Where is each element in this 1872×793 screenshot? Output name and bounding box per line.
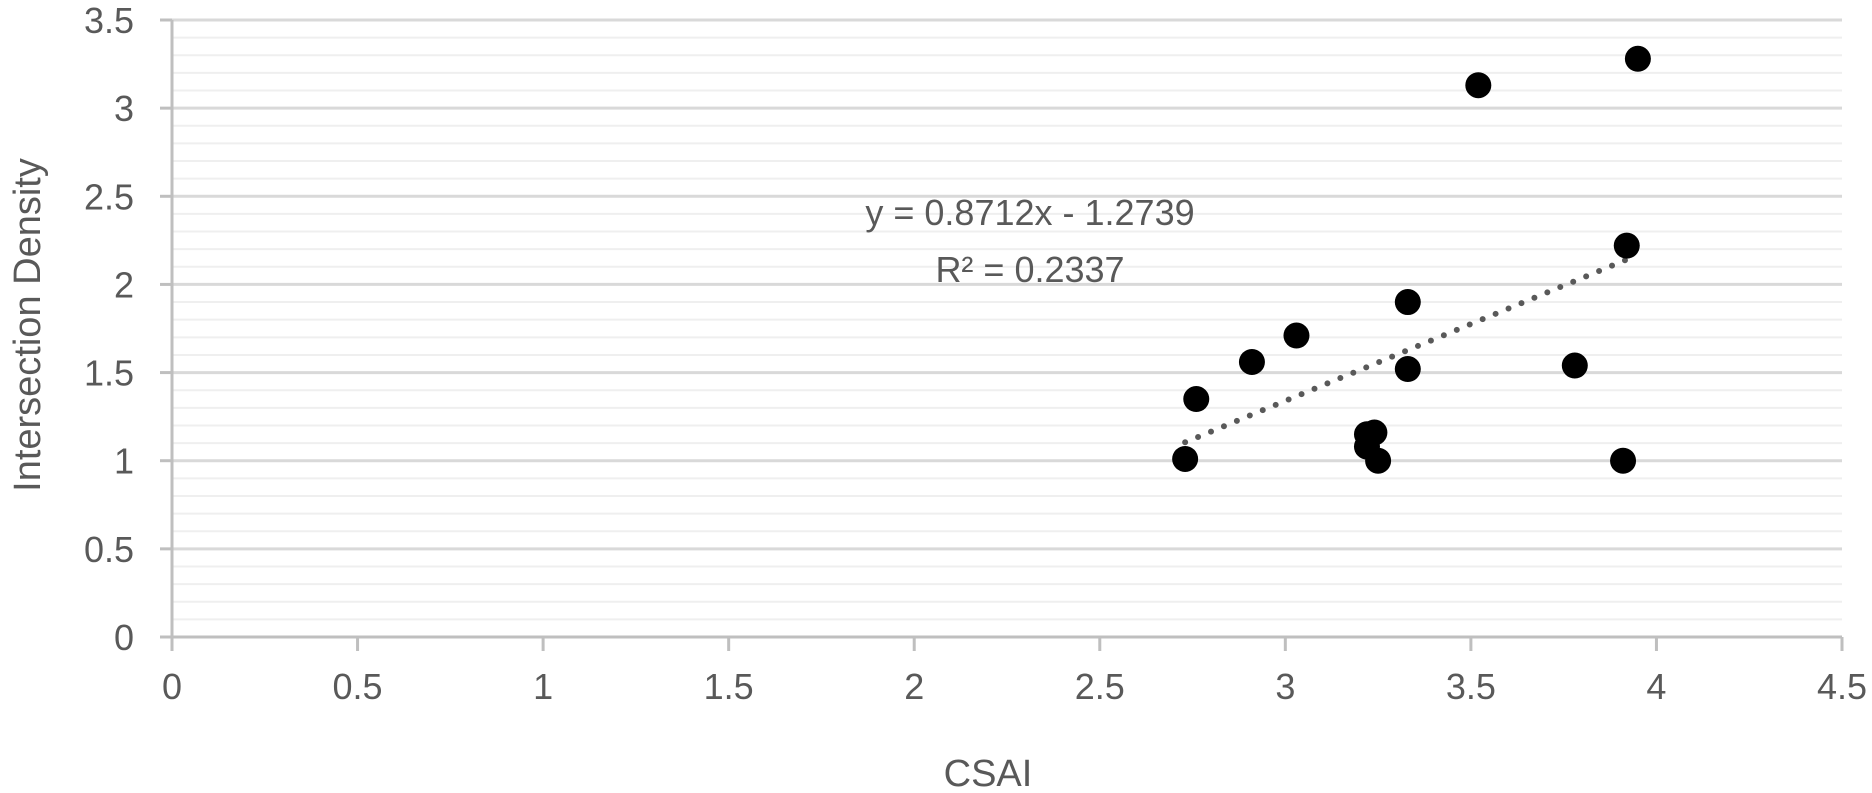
axes <box>160 18 1844 651</box>
trendline-r2-label: R² = 0.2337 <box>935 249 1124 290</box>
y-axis-title: Intersection Density <box>7 158 49 492</box>
data-point <box>1610 447 1637 474</box>
data-point <box>1238 348 1265 375</box>
data-point <box>1172 445 1199 472</box>
data-point <box>1624 45 1651 72</box>
data-point <box>1465 72 1492 99</box>
y-tick-label: 3.5 <box>84 0 134 41</box>
data-points <box>1172 45 1651 474</box>
x-axis-title: CSAI <box>944 753 1033 793</box>
tick-labels: 0 0.5 1 1.5 2 2.5 3 3.5 0 0.5 1 1.5 2 2.5 3 3.5 4 4.5 <box>84 0 1867 707</box>
trendline-equation-label: y = 0.8712x - 1.2739 <box>865 192 1194 233</box>
data-point <box>1361 419 1388 446</box>
x-tick-label: 3.5 <box>1446 666 1496 707</box>
data-point <box>1561 352 1588 379</box>
x-tick-label: 2 <box>904 666 924 707</box>
gridlines <box>172 18 1842 621</box>
x-tick-label: 0 <box>162 666 182 707</box>
data-point <box>1613 232 1640 259</box>
y-tick-label: 1 <box>114 441 134 482</box>
y-tick-label: 2.5 <box>84 176 134 217</box>
x-tick-label: 4.5 <box>1817 666 1867 707</box>
data-point <box>1394 289 1421 316</box>
data-point <box>1394 356 1421 383</box>
y-tick-label: 2 <box>114 264 134 305</box>
y-tick-label: 0.5 <box>84 529 134 570</box>
x-tick-label: 4 <box>1646 666 1666 707</box>
data-point <box>1183 386 1210 413</box>
x-tick-label: 1 <box>533 666 553 707</box>
x-tick-label: 1.5 <box>704 666 754 707</box>
x-tick-label: 0.5 <box>333 666 383 707</box>
y-tick-label: 0 <box>114 617 134 658</box>
trendline <box>1182 251 1641 446</box>
x-tick-label: 3 <box>1275 666 1295 707</box>
y-tick-label: 1.5 <box>84 353 134 394</box>
x-tick-label: 2.5 <box>1075 666 1125 707</box>
data-point <box>1283 322 1310 349</box>
trendline-line <box>1182 251 1641 446</box>
data-point <box>1365 447 1392 474</box>
y-tick-label: 3 <box>114 88 134 129</box>
